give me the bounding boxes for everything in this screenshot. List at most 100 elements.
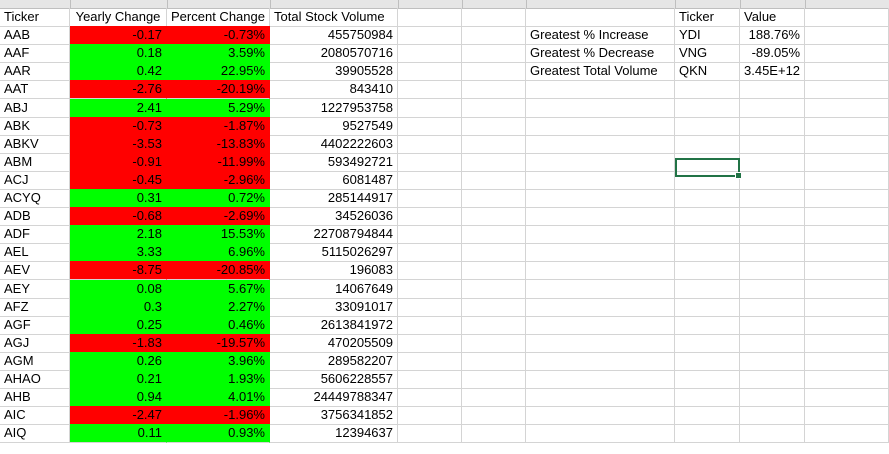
empty-cell[interactable] <box>526 370 675 389</box>
empty-cell[interactable] <box>398 62 462 82</box>
percent-change-cell[interactable]: 2.27% <box>167 297 270 317</box>
yearly-change-cell[interactable]: -1.83 <box>70 333 167 353</box>
empty-cell[interactable] <box>675 370 740 389</box>
empty-cell[interactable] <box>675 189 740 208</box>
empty-cell[interactable] <box>526 152 675 172</box>
empty-cell[interactable] <box>398 26 462 46</box>
ticker-cell[interactable]: ACYQ <box>0 189 70 208</box>
empty-cell[interactable] <box>805 370 889 389</box>
empty-cell[interactable] <box>398 333 462 353</box>
ticker-cell[interactable]: AGM <box>0 351 70 371</box>
empty-cell[interactable] <box>398 351 462 371</box>
empty-cell[interactable] <box>526 98 675 118</box>
percent-change-cell[interactable]: -20.85% <box>167 261 270 281</box>
total-volume-cell[interactable]: 4402222603 <box>270 134 398 154</box>
empty-cell[interactable] <box>462 297 526 317</box>
empty-cell[interactable] <box>675 170 740 190</box>
yearly-change-cell[interactable]: -2.76 <box>70 80 167 100</box>
yearly-change-cell[interactable]: 2.18 <box>70 225 167 245</box>
empty-cell[interactable] <box>805 261 889 281</box>
yearly-change-cell[interactable]: 0.25 <box>70 315 167 335</box>
total-volume-cell[interactable]: 22708794844 <box>270 225 398 245</box>
empty-cell[interactable] <box>526 116 675 136</box>
total-volume-cell[interactable]: 455750984 <box>270 26 398 46</box>
empty-cell[interactable] <box>740 333 805 353</box>
total-volume-cell[interactable]: 196083 <box>270 261 398 281</box>
empty-cell[interactable] <box>675 243 740 263</box>
total-volume-cell[interactable]: 1227953758 <box>270 98 398 118</box>
summary-header-ticker[interactable]: Ticker <box>675 8 740 27</box>
empty-cell[interactable] <box>740 170 805 190</box>
empty-cell[interactable] <box>740 243 805 263</box>
empty-cell[interactable] <box>526 406 675 426</box>
empty-cell[interactable] <box>805 189 889 208</box>
empty-cell[interactable] <box>526 8 675 27</box>
empty-cell[interactable] <box>462 98 526 118</box>
percent-change-cell[interactable]: 6.96% <box>167 243 270 263</box>
percent-change-cell[interactable]: 1.93% <box>167 370 270 389</box>
empty-cell[interactable] <box>462 170 526 190</box>
summary-value-cell[interactable]: 3.45E+12 <box>740 62 805 82</box>
total-volume-cell[interactable]: 2080570716 <box>270 44 398 64</box>
ticker-cell[interactable]: AEV <box>0 261 70 281</box>
empty-cell[interactable] <box>805 406 889 426</box>
empty-cell[interactable] <box>675 351 740 371</box>
ticker-cell[interactable]: ABKV <box>0 134 70 154</box>
empty-cell[interactable] <box>398 370 462 389</box>
empty-cell[interactable] <box>398 243 462 263</box>
yearly-change-cell[interactable]: -0.68 <box>70 207 167 227</box>
empty-cell[interactable] <box>805 170 889 190</box>
yearly-change-cell[interactable]: 0.11 <box>70 424 167 444</box>
total-volume-cell[interactable]: 14067649 <box>270 279 398 299</box>
empty-cell[interactable] <box>398 80 462 100</box>
empty-cell[interactable] <box>675 424 740 444</box>
empty-cell[interactable] <box>805 297 889 317</box>
empty-cell[interactable] <box>398 388 462 408</box>
percent-change-cell[interactable]: -0.73% <box>167 26 270 46</box>
ticker-cell[interactable]: ABJ <box>0 98 70 118</box>
total-volume-cell[interactable]: 5115026297 <box>270 243 398 263</box>
empty-cell[interactable] <box>462 243 526 263</box>
empty-cell[interactable] <box>526 351 675 371</box>
ticker-cell[interactable]: AHB <box>0 388 70 408</box>
yearly-change-cell[interactable]: 0.18 <box>70 44 167 64</box>
empty-cell[interactable] <box>740 424 805 444</box>
total-volume-cell[interactable]: 2613841972 <box>270 315 398 335</box>
empty-cell[interactable] <box>740 116 805 136</box>
empty-cell[interactable] <box>462 152 526 172</box>
empty-cell[interactable] <box>398 8 462 27</box>
empty-cell[interactable] <box>740 189 805 208</box>
percent-change-cell[interactable]: -2.69% <box>167 207 270 227</box>
ticker-cell[interactable]: AGJ <box>0 333 70 353</box>
percent-change-cell[interactable]: 3.59% <box>167 44 270 64</box>
empty-cell[interactable] <box>462 189 526 208</box>
ticker-cell[interactable]: ACJ <box>0 170 70 190</box>
percent-change-cell[interactable]: 3.96% <box>167 351 270 371</box>
empty-cell[interactable] <box>398 134 462 154</box>
ticker-cell[interactable]: AAR <box>0 62 70 82</box>
empty-cell[interactable] <box>462 333 526 353</box>
empty-cell[interactable] <box>398 189 462 208</box>
empty-cell[interactable] <box>805 225 889 245</box>
active-cell-selection[interactable] <box>675 158 742 179</box>
yearly-change-cell[interactable]: 0.26 <box>70 351 167 371</box>
empty-cell[interactable] <box>805 152 889 172</box>
column-header-strip[interactable] <box>0 0 889 9</box>
yearly-change-cell[interactable]: 3.33 <box>70 243 167 263</box>
empty-cell[interactable] <box>805 62 889 82</box>
empty-cell[interactable] <box>462 116 526 136</box>
empty-cell[interactable] <box>462 388 526 408</box>
yearly-change-cell[interactable]: -3.53 <box>70 134 167 154</box>
empty-cell[interactable] <box>805 388 889 408</box>
empty-cell[interactable] <box>740 152 805 172</box>
yearly-change-cell[interactable]: 0.31 <box>70 189 167 208</box>
yearly-change-cell[interactable]: 0.21 <box>70 370 167 389</box>
empty-cell[interactable] <box>675 261 740 281</box>
empty-cell[interactable] <box>675 98 740 118</box>
empty-cell[interactable] <box>675 388 740 408</box>
percent-change-cell[interactable]: 0.72% <box>167 189 270 208</box>
header-ticker[interactable]: Ticker <box>0 8 70 27</box>
total-volume-cell[interactable]: 24449788347 <box>270 388 398 408</box>
empty-cell[interactable] <box>526 261 675 281</box>
total-volume-cell[interactable]: 33091017 <box>270 297 398 317</box>
